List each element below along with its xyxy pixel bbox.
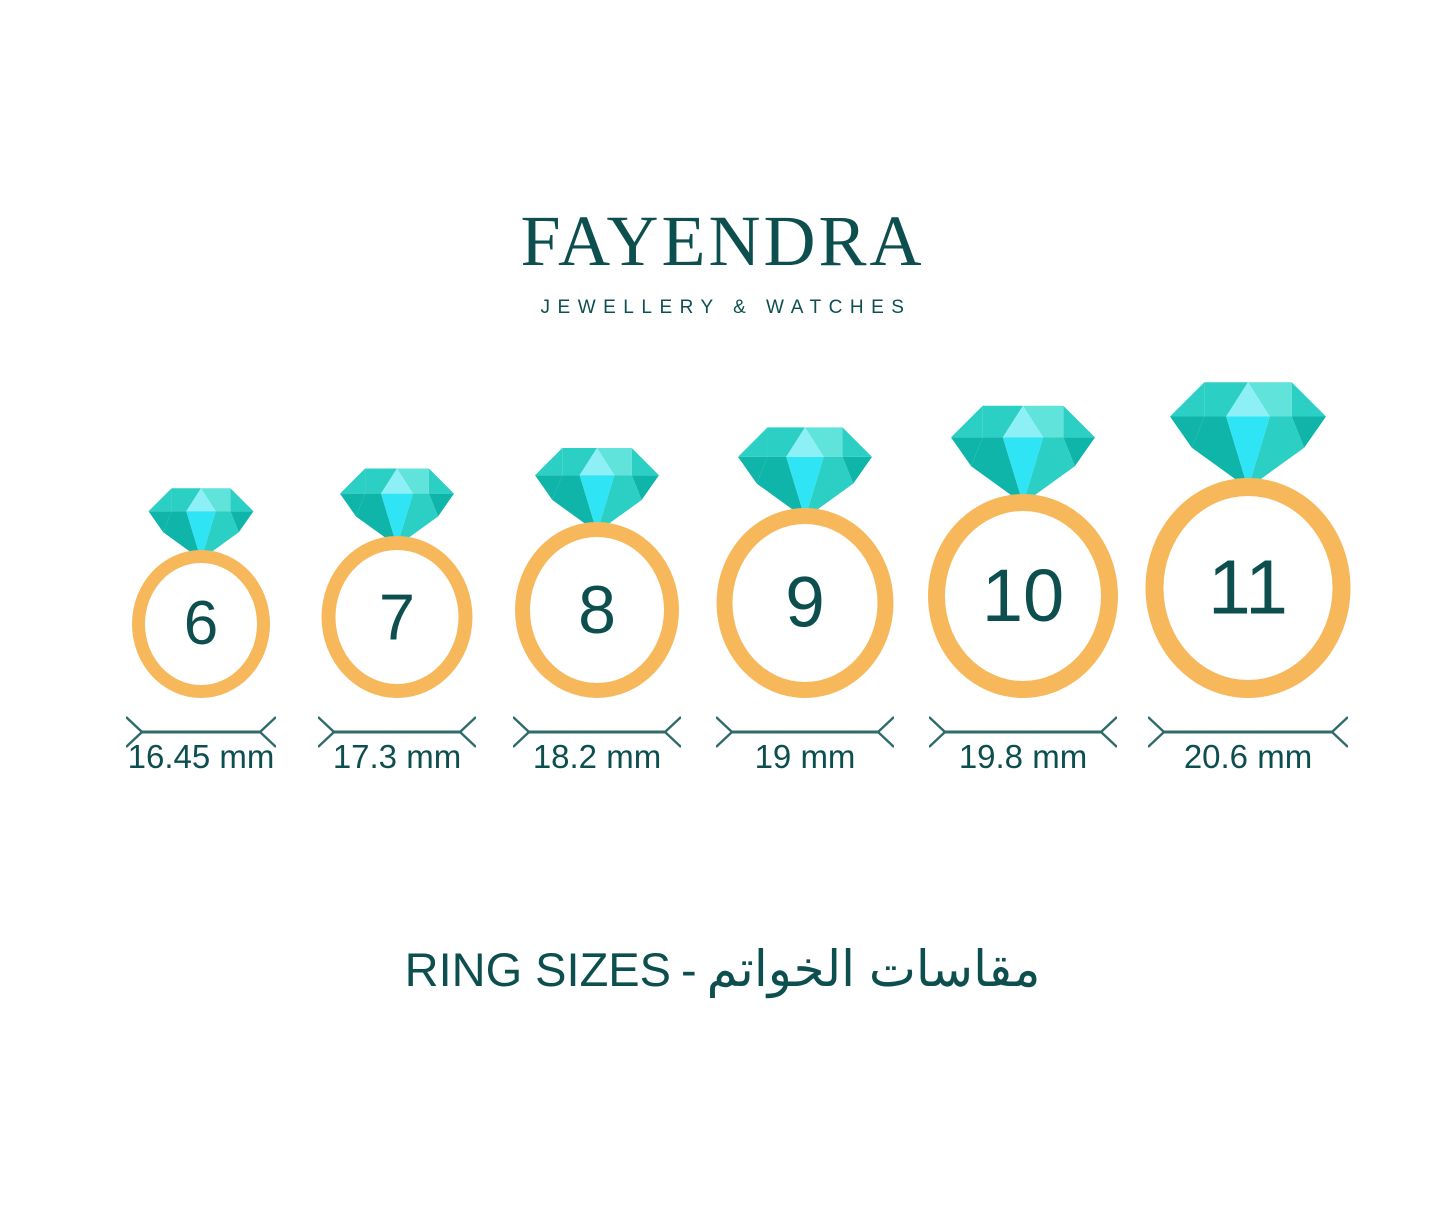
ring-band: 10 — [928, 494, 1118, 698]
ring-band: 8 — [515, 522, 679, 698]
dimension-line — [125, 715, 277, 749]
diamond-icon — [535, 443, 659, 532]
diamond-icon — [738, 422, 872, 518]
ring-size-item[interactable]: 11 20.6 mm — [1145, 381, 1351, 820]
ring-size-number: 11 — [1208, 544, 1288, 631]
ring-size-number: 7 — [378, 580, 416, 654]
dimension-line — [715, 715, 895, 749]
diamond-icon — [148, 484, 254, 560]
diamond-icon — [1170, 376, 1326, 488]
diamond-icon — [340, 464, 454, 546]
page-title-ar: مقاسات الخواتم — [706, 941, 1041, 997]
ring-size-item[interactable]: 6 16.45 mm — [103, 440, 299, 820]
ring-size-item[interactable]: 10 19.8 mm — [925, 406, 1121, 820]
ring-size-item[interactable]: 7 17.3 mm — [299, 440, 495, 820]
dimension-line — [512, 715, 682, 749]
ring-size-number: 9 — [785, 563, 825, 643]
ring-measurement-label: 19.8 mm — [958, 738, 1088, 775]
brand-logo: FAYENDRA JEWELLERY & WATCHES — [0, 205, 1445, 319]
ring-band: 7 — [321, 536, 473, 698]
ring-measurement-label: 17.3 mm — [332, 738, 462, 775]
diamond-icon — [951, 400, 1095, 504]
ring-size-item[interactable]: 8 18.2 mm — [499, 440, 695, 820]
ring-measurement-label: 19 mm — [754, 738, 856, 775]
ring-size-number: 8 — [578, 572, 616, 648]
page-title-separator: - — [681, 943, 697, 996]
dimension-line — [317, 715, 477, 749]
ring-size-number: 6 — [183, 589, 219, 658]
ring-measurement-label: 18.2 mm — [532, 738, 662, 775]
brand-tagline: JEWELLERY & WATCHES — [540, 297, 912, 318]
ring-measurement-label: 16.45 mm — [127, 738, 275, 775]
ring-size-item[interactable]: 9 19 mm — [707, 426, 903, 820]
ring-band: 11 — [1145, 478, 1351, 698]
page-title: RING SIZES - مقاسات الخواتم — [0, 938, 1445, 1001]
ring-band: 9 — [716, 508, 894, 698]
ring-size-row: 6 16.45 mm 7 17.3 mm 8 18.2 mm 9 19 mm 10 19.8 mm… — [0, 381, 1445, 820]
ring-band: 6 — [132, 550, 270, 698]
ring-size-number: 10 — [981, 554, 1065, 637]
ring-measurement-label: 20.6 mm — [1183, 738, 1313, 775]
dimension-line — [1147, 715, 1349, 749]
dimension-line — [928, 715, 1118, 749]
brand-name: FAYENDRA — [520, 201, 925, 281]
page-title-en: RING SIZES — [404, 943, 671, 996]
